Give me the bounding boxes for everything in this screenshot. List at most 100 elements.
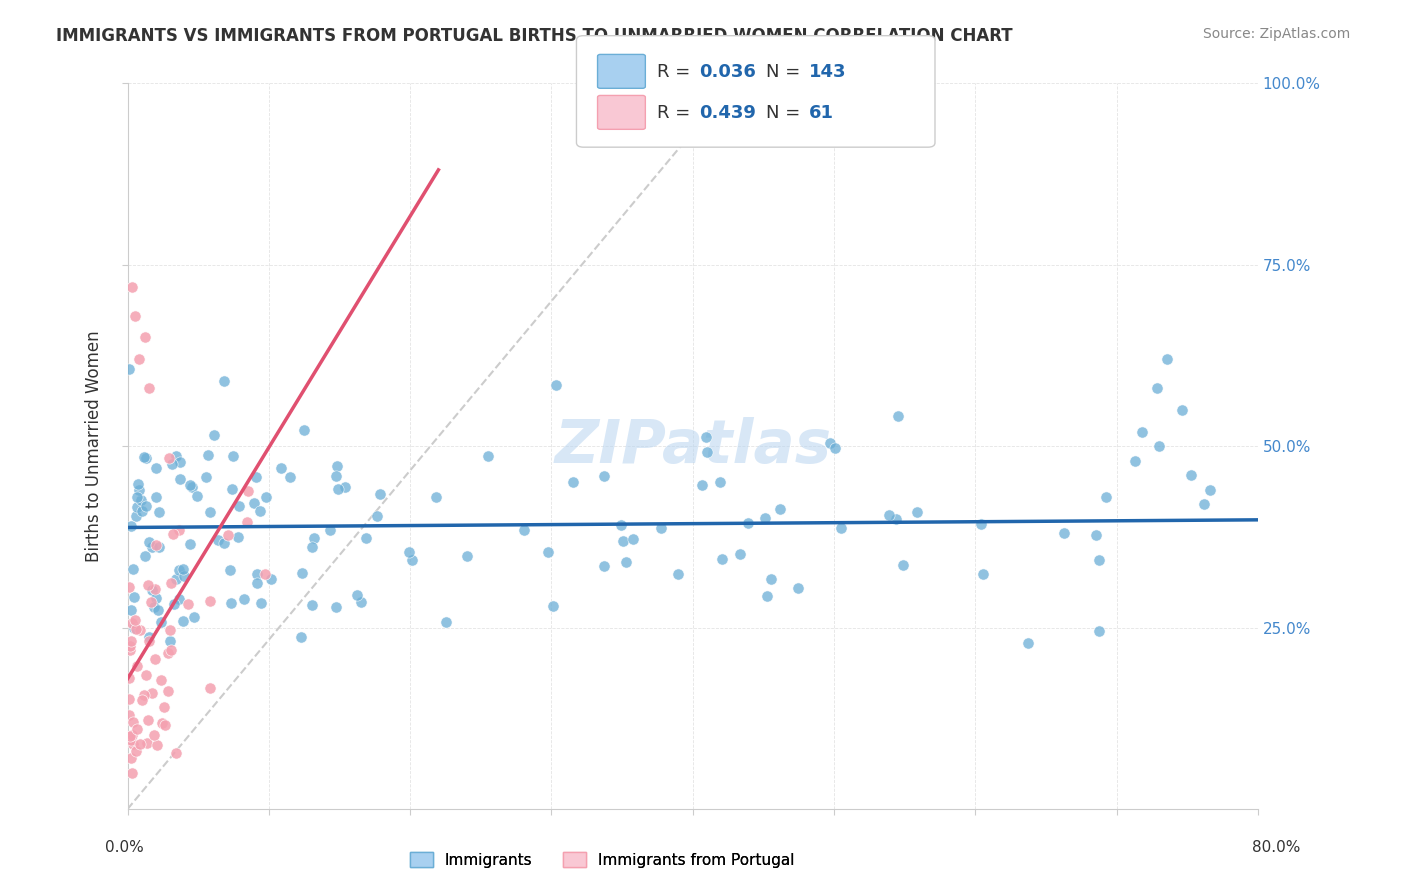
Point [302,531,325,545]
Point [121,279,143,293]
Point [120,603,142,617]
Point [118,708,141,723]
Point [243,496,266,510]
Point [245,567,267,582]
Point [128,623,150,637]
Point [217,528,239,542]
Point [125,658,148,673]
Point [301,599,323,613]
Point [143,600,166,615]
Point [150,716,173,731]
Point [121,737,143,751]
Point [233,591,256,606]
Point [612,533,634,548]
Point [221,482,243,496]
Point [592,558,614,573]
Point [477,449,499,463]
Point [127,500,149,515]
Point [824,441,846,455]
Text: 143: 143 [808,63,846,81]
Point [160,643,183,657]
Point [1180,468,1202,483]
Point [167,592,190,607]
Point [179,478,201,492]
Point [711,552,734,566]
Point [118,639,141,653]
Point [886,512,908,526]
Point [131,504,153,518]
Point [150,615,173,630]
Point [141,685,163,699]
Point [153,700,176,714]
Point [759,572,782,586]
Point [142,728,165,742]
Point [156,684,179,698]
Point [148,540,170,554]
Point [280,470,302,484]
Point [1192,497,1215,511]
Point [695,430,717,444]
Point [212,536,235,550]
Point [128,352,150,367]
Point [260,572,283,586]
Point [138,630,160,644]
Point [972,567,994,582]
Point [120,751,142,765]
Point [728,547,751,561]
Point [136,736,159,750]
Point [124,614,146,628]
Point [1017,636,1039,650]
Point [138,381,160,395]
Point [1146,381,1168,395]
Point [561,475,583,489]
Point [401,553,423,567]
Point [162,457,184,471]
Point [222,449,245,463]
Text: 0.036: 0.036 [699,63,755,81]
Point [1053,525,1076,540]
Text: 0.0%: 0.0% [105,840,145,855]
Text: R =: R = [657,104,696,122]
Point [905,505,928,519]
Point [121,616,143,631]
Point [132,689,155,703]
Point [135,451,157,466]
Point [1085,528,1108,542]
Point [135,668,157,682]
Point [709,475,731,489]
Point [173,569,195,583]
Point [165,746,187,760]
Point [157,451,180,466]
Point [169,472,191,486]
Point [270,460,292,475]
Point [150,673,173,687]
Text: 80.0%: 80.0% [1253,840,1301,855]
Point [122,714,145,729]
Point [163,597,186,611]
Text: Source: ZipAtlas.com: Source: ZipAtlas.com [1202,27,1350,41]
Point [1199,483,1222,497]
Point [254,566,277,581]
Point [198,681,221,695]
Point [787,581,810,595]
Point [696,445,718,459]
Point [135,500,157,514]
Point [167,524,190,538]
Y-axis label: Births to Unmarried Women: Births to Unmarried Women [86,330,103,562]
Point [198,594,221,608]
Point [195,470,218,484]
Point [546,378,568,392]
Point [159,634,181,648]
Point [138,634,160,648]
Point [139,595,162,609]
Point [226,530,249,544]
Point [666,567,689,582]
Point [290,566,312,580]
Point [165,572,187,586]
Point [118,642,141,657]
Point [120,518,142,533]
Point [350,595,373,609]
Point [1147,439,1170,453]
Point [120,733,142,747]
Point [134,549,156,564]
